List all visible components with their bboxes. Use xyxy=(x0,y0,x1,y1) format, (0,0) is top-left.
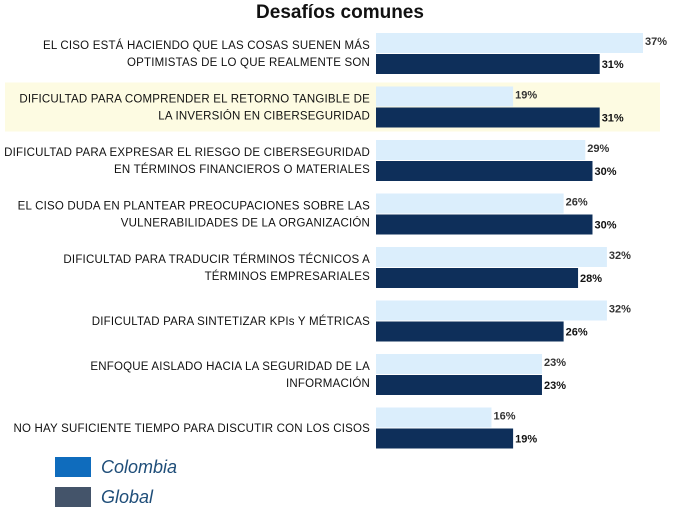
category-label-line: OPTIMISTAS DE LO QUE REALMENTE SON xyxy=(127,57,370,69)
bar-chart: Desafíos comunes EL CISO ESTÁ HACIENDO Q… xyxy=(4,2,667,449)
category-label-line: DIFICULTAD PARA EXPRESAR EL RIESGO DE CI… xyxy=(4,147,370,159)
category-label-4: EL CISO DUDA EN PLANTEAR PREOCUPACIONES … xyxy=(18,201,370,230)
legend-label-colombia: Colombia xyxy=(101,456,178,477)
value-label-colombia-7: 23% xyxy=(544,357,566,369)
category-label-line: EN TÉRMINOS FINANCIEROS O MATERIALES xyxy=(114,163,370,176)
legend: Colombia Global xyxy=(55,452,177,512)
bars-layer xyxy=(376,33,643,449)
bar-colombia-4 xyxy=(376,193,564,214)
category-label-5: DIFICULTAD PARA TRADUCIR TÉRMINOS TÉCNIC… xyxy=(63,253,370,283)
bar-colombia-3 xyxy=(376,140,586,160)
category-label-line: EL CISO ESTÁ HACIENDO QUE LAS COSAS SUEN… xyxy=(43,39,370,52)
category-labels: EL CISO ESTÁ HACIENDO QUE LAS COSAS SUEN… xyxy=(4,39,370,435)
bar-global-6 xyxy=(376,321,564,342)
legend-item-global: Global xyxy=(55,482,177,512)
category-label-line: DIFICULTAD PARA TRADUCIR TÉRMINOS TÉCNIC… xyxy=(63,253,370,266)
value-label-global-2: 31% xyxy=(602,113,624,125)
bar-global-7 xyxy=(376,375,542,395)
value-label-colombia-6: 32% xyxy=(609,304,631,316)
value-label-global-5: 28% xyxy=(580,273,602,285)
category-label-line: EL CISO DUDA EN PLANTEAR PREOCUPACIONES … xyxy=(18,201,370,213)
value-label-colombia-1: 37% xyxy=(645,36,667,48)
bar-colombia-5 xyxy=(376,247,607,267)
bar-colombia-1 xyxy=(376,33,643,53)
category-label-line: DIFICULTAD PARA SINTETIZAR KPIs Y MÉTRIC… xyxy=(92,315,370,328)
category-label-line: NO HAY SUFICIENTE TIEMPO PARA DISCUTIR C… xyxy=(13,423,370,435)
value-labels: 37% 31% 19% 31% 29% 30% 26% 30% 32% 28% 32% 26% 23% 2… xyxy=(493,36,667,446)
category-label-line: ENFOQUE AISLADO HACIA LA SEGURIDAD DE LA xyxy=(90,361,370,373)
value-label-global-6: 26% xyxy=(566,327,588,339)
bar-global-8 xyxy=(376,428,514,449)
bar-colombia-2 xyxy=(376,86,514,107)
bar-colombia-7 xyxy=(376,354,542,374)
bar-colombia-6 xyxy=(376,300,607,321)
bar-global-3 xyxy=(376,161,593,181)
value-label-colombia-5: 32% xyxy=(609,250,631,262)
category-label-line: TÉRMINOS EMPRESARIALES xyxy=(205,270,371,283)
legend-label-global: Global xyxy=(101,486,154,507)
legend-item-colombia: Colombia xyxy=(55,452,177,482)
category-label-line: VULNERABILIDADES DE LA ORGANIZACIÓN xyxy=(121,217,370,230)
chart-title: Desafíos comunes xyxy=(256,2,424,23)
value-label-global-3: 30% xyxy=(594,166,616,178)
category-label-8: NO HAY SUFICIENTE TIEMPO PARA DISCUTIR C… xyxy=(13,423,370,435)
legend-swatch-colombia xyxy=(55,457,91,477)
legend-swatch-global xyxy=(55,487,91,507)
category-label-line: INFORMACIÓN xyxy=(286,377,370,390)
category-label-1: EL CISO ESTÁ HACIENDO QUE LAS COSAS SUEN… xyxy=(43,39,370,69)
value-label-global-8: 19% xyxy=(515,434,537,446)
category-label-line: DIFICULTAD PARA COMPRENDER EL RETORNO TA… xyxy=(19,94,370,106)
value-label-global-1: 31% xyxy=(602,59,624,71)
value-label-colombia-2: 19% xyxy=(515,90,537,102)
value-label-colombia-4: 26% xyxy=(566,197,588,209)
category-label-6: DIFICULTAD PARA SINTETIZAR KPIs Y MÉTRIC… xyxy=(92,315,370,328)
bar-global-4 xyxy=(376,214,593,235)
value-label-global-7: 23% xyxy=(544,380,566,392)
category-label-3: DIFICULTAD PARA EXPRESAR EL RIESGO DE CI… xyxy=(4,147,370,176)
bar-global-2 xyxy=(376,107,600,128)
value-label-global-4: 30% xyxy=(594,220,616,232)
category-label-2: DIFICULTAD PARA COMPRENDER EL RETORNO TA… xyxy=(19,94,370,123)
value-label-colombia-3: 29% xyxy=(587,143,609,155)
category-label-7: ENFOQUE AISLADO HACIA LA SEGURIDAD DE LA… xyxy=(90,361,370,390)
bar-colombia-8 xyxy=(376,407,492,428)
category-label-line: LA INVERSIÓN EN CIBERSEGURIDAD xyxy=(158,110,370,123)
bar-global-1 xyxy=(376,54,600,74)
value-label-colombia-8: 16% xyxy=(493,411,515,423)
bar-global-5 xyxy=(376,268,579,288)
